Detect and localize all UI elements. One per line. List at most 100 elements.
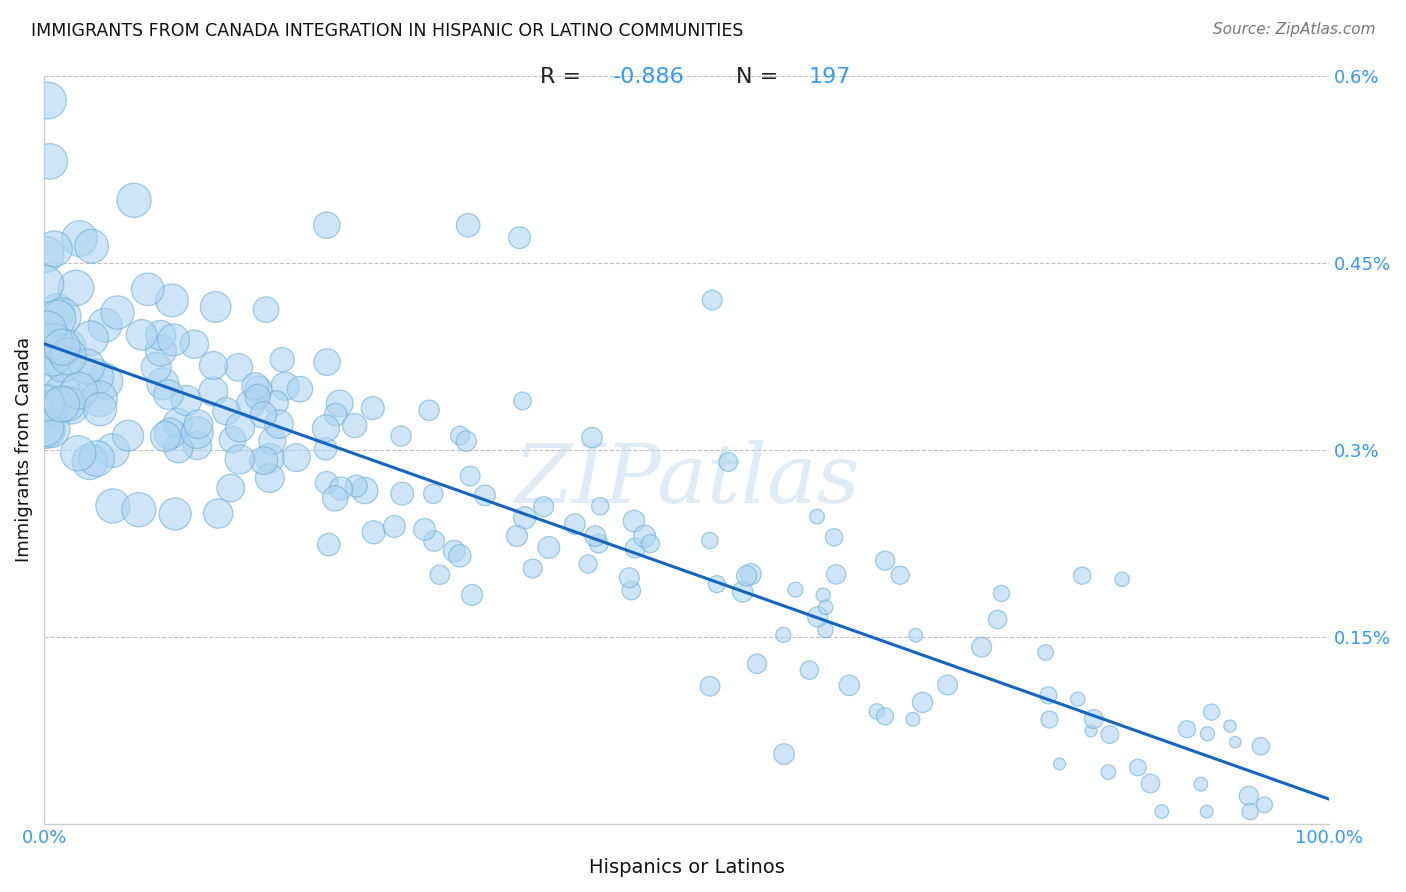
- Point: [589, 500, 612, 514]
- Point: [221, 433, 243, 447]
- Point: [183, 337, 205, 351]
- Point: [389, 429, 412, 443]
- Point: [94, 318, 117, 333]
- Point: [814, 600, 837, 615]
- Point: [533, 500, 555, 514]
- Point: [706, 577, 728, 591]
- Point: [418, 403, 440, 417]
- Point: [512, 393, 534, 408]
- Point: [67, 446, 90, 460]
- Point: [1038, 689, 1060, 703]
- Point: [1175, 722, 1198, 736]
- Point: [34, 277, 56, 291]
- Point: [34, 368, 56, 382]
- Point: [262, 434, 284, 448]
- Point: [93, 374, 115, 388]
- Point: [56, 341, 79, 355]
- Point: [799, 663, 821, 677]
- Point: [1189, 777, 1212, 791]
- Point: [56, 397, 79, 411]
- Point: [640, 537, 662, 551]
- Point: [51, 385, 73, 400]
- Point: [522, 561, 544, 575]
- Point: [253, 453, 276, 467]
- Point: [323, 491, 346, 506]
- Point: [624, 541, 647, 555]
- Point: [76, 359, 98, 374]
- Point: [811, 588, 834, 602]
- Point: [740, 567, 762, 582]
- Point: [873, 709, 896, 723]
- Point: [1253, 797, 1275, 812]
- Point: [717, 455, 740, 469]
- Point: [422, 487, 444, 501]
- Point: [990, 586, 1012, 600]
- Point: [157, 387, 180, 401]
- Point: [246, 390, 269, 404]
- Point: [267, 417, 290, 431]
- Point: [69, 232, 91, 246]
- Point: [145, 360, 167, 375]
- Point: [936, 678, 959, 692]
- Text: ZIPatlas: ZIPatlas: [513, 440, 859, 520]
- Point: [1150, 805, 1173, 819]
- Point: [44, 242, 66, 256]
- Point: [315, 475, 337, 490]
- Point: [911, 695, 934, 709]
- Point: [204, 300, 226, 314]
- Point: [51, 397, 73, 411]
- Point: [325, 408, 347, 422]
- Point: [65, 281, 87, 295]
- Point: [506, 529, 529, 543]
- Point: [474, 488, 496, 502]
- Point: [128, 502, 150, 516]
- Point: [45, 304, 67, 318]
- Point: [186, 425, 208, 440]
- Point: [633, 529, 655, 543]
- Point: [772, 628, 794, 642]
- Text: R =: R =: [540, 67, 588, 87]
- Point: [1219, 719, 1241, 733]
- Point: [67, 384, 90, 398]
- Point: [1083, 712, 1105, 726]
- Point: [247, 383, 270, 397]
- Point: [343, 418, 366, 433]
- Point: [814, 623, 837, 637]
- Point: [1071, 568, 1094, 582]
- Point: [449, 549, 471, 563]
- Point: [51, 340, 73, 354]
- Point: [1195, 805, 1218, 819]
- Point: [207, 507, 229, 521]
- Point: [423, 533, 446, 548]
- Point: [576, 557, 599, 571]
- Point: [564, 517, 586, 532]
- Point: [288, 382, 311, 396]
- Point: [165, 507, 187, 521]
- Point: [987, 613, 1010, 627]
- Point: [429, 567, 451, 582]
- Point: [202, 384, 225, 399]
- Point: [353, 483, 375, 498]
- Point: [806, 509, 828, 524]
- Point: [89, 402, 111, 417]
- Point: [1035, 646, 1057, 660]
- Point: [363, 525, 385, 540]
- Point: [315, 421, 337, 435]
- Point: [901, 712, 924, 726]
- Point: [254, 302, 277, 317]
- Point: [329, 396, 352, 410]
- Point: [271, 352, 294, 367]
- Point: [807, 609, 830, 624]
- Point: [167, 442, 190, 456]
- Point: [970, 640, 993, 655]
- Point: [44, 334, 66, 349]
- Point: [149, 343, 172, 358]
- Y-axis label: Immigrants from Canada: Immigrants from Canada: [15, 337, 32, 562]
- Point: [252, 408, 274, 422]
- Point: [785, 582, 807, 597]
- Point: [315, 218, 337, 232]
- Point: [699, 533, 721, 548]
- Point: [202, 359, 225, 373]
- Point: [1197, 727, 1219, 741]
- Point: [361, 401, 384, 416]
